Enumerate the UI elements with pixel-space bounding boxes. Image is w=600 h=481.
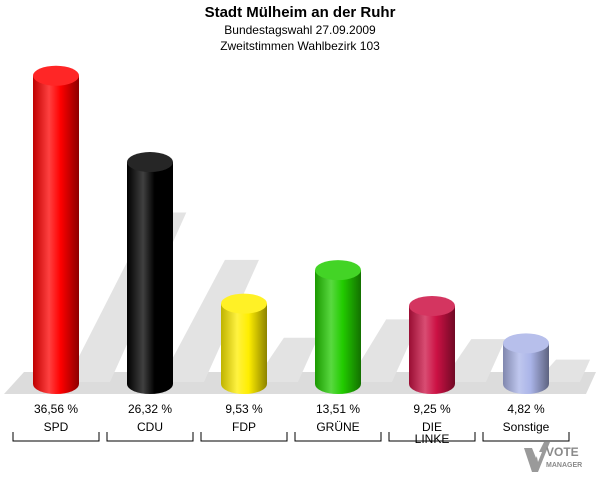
category-bracket <box>106 432 194 442</box>
category-bracket <box>12 432 100 442</box>
category-label: DIE LINKE <box>415 420 450 446</box>
bar <box>33 75 79 395</box>
bar-top-cap <box>127 152 173 173</box>
data-label: 9,53 % <box>225 402 263 416</box>
bar-shadow <box>348 319 421 382</box>
bar-shadow <box>254 337 318 382</box>
logo-manager-text: MANAGER <box>546 462 582 469</box>
data-label: 9,25 % <box>413 402 451 416</box>
chart-title: Stadt Mülheim an der Ruhr <box>204 4 396 21</box>
logo-vote-text: VOTE <box>546 445 579 459</box>
bar-top-cap <box>409 296 455 316</box>
chart-subtitle-district: Zweitstimmen Wahlbezirk 103 <box>220 39 380 53</box>
category-bracket <box>294 432 382 442</box>
bar-top-cap <box>315 260 361 281</box>
category-label: GRÜNE <box>316 420 359 434</box>
bar <box>409 306 455 394</box>
data-label: 36,56 % <box>34 402 78 416</box>
category-label: SPD <box>44 420 69 434</box>
data-label: 4,82 % <box>507 402 545 416</box>
bar-shadow <box>442 339 506 382</box>
bar-top-cap <box>503 333 549 354</box>
category-bracket <box>200 432 288 442</box>
category-bracket <box>388 432 476 442</box>
category-label: Sonstige <box>503 420 550 434</box>
bar <box>503 343 549 394</box>
bar <box>221 303 267 394</box>
bar-shadow <box>536 359 591 382</box>
category-label: FDP <box>232 420 256 434</box>
bar <box>127 162 173 394</box>
data-label: 26,32 % <box>128 402 172 416</box>
category-label: CDU <box>137 420 163 434</box>
bar-top-cap <box>221 293 267 314</box>
category-bracket <box>482 432 570 442</box>
data-label: 13,51 % <box>316 402 360 416</box>
vote-manager-logo: VOTE MANAGER <box>522 438 598 481</box>
chart-subtitle-election: Bundestagswahl 27.09.2009 <box>224 23 376 37</box>
bar <box>315 270 361 394</box>
bar-top-cap <box>33 65 79 86</box>
bar-shadow <box>160 259 259 382</box>
